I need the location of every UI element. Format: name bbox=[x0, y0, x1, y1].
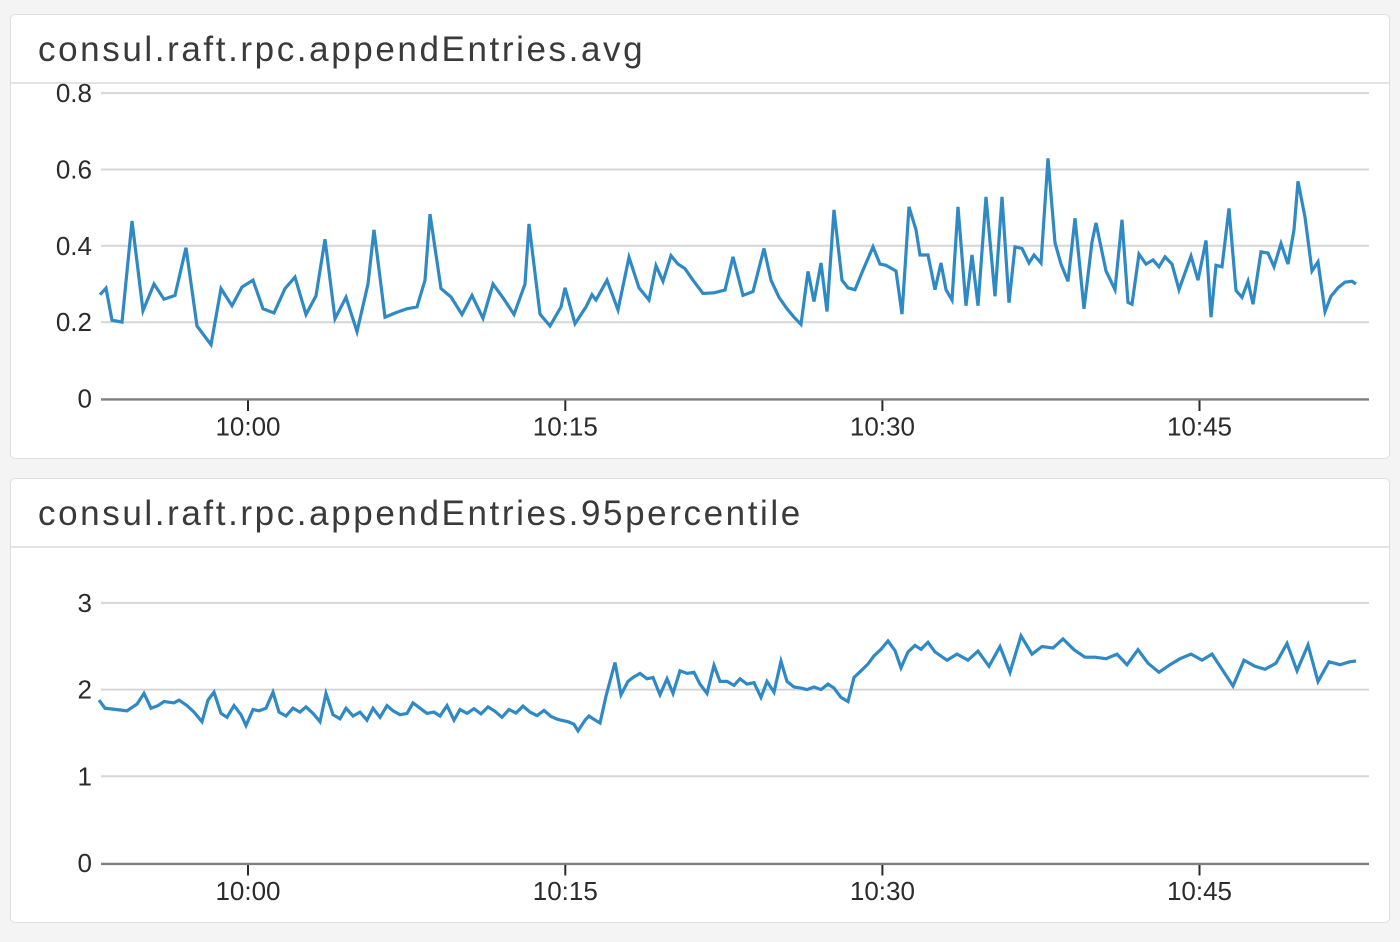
svg-text:10:30: 10:30 bbox=[850, 412, 915, 442]
svg-text:1: 1 bbox=[78, 761, 92, 791]
svg-text:10:30: 10:30 bbox=[850, 876, 915, 906]
svg-text:0.2: 0.2 bbox=[56, 307, 92, 337]
svg-text:0.4: 0.4 bbox=[56, 231, 92, 261]
svg-text:3: 3 bbox=[78, 588, 92, 618]
svg-text:0.6: 0.6 bbox=[56, 155, 92, 185]
svg-text:0: 0 bbox=[78, 848, 92, 878]
svg-text:10:45: 10:45 bbox=[1167, 412, 1232, 442]
svg-text:10:15: 10:15 bbox=[533, 876, 598, 906]
svg-text:2: 2 bbox=[78, 675, 92, 705]
svg-text:10:00: 10:00 bbox=[215, 876, 280, 906]
svg-text:0.8: 0.8 bbox=[56, 78, 92, 108]
svg-text:0: 0 bbox=[78, 384, 92, 414]
svg-text:10:15: 10:15 bbox=[533, 412, 598, 442]
svg-text:10:00: 10:00 bbox=[215, 412, 280, 442]
svg-text:10:45: 10:45 bbox=[1167, 876, 1232, 906]
